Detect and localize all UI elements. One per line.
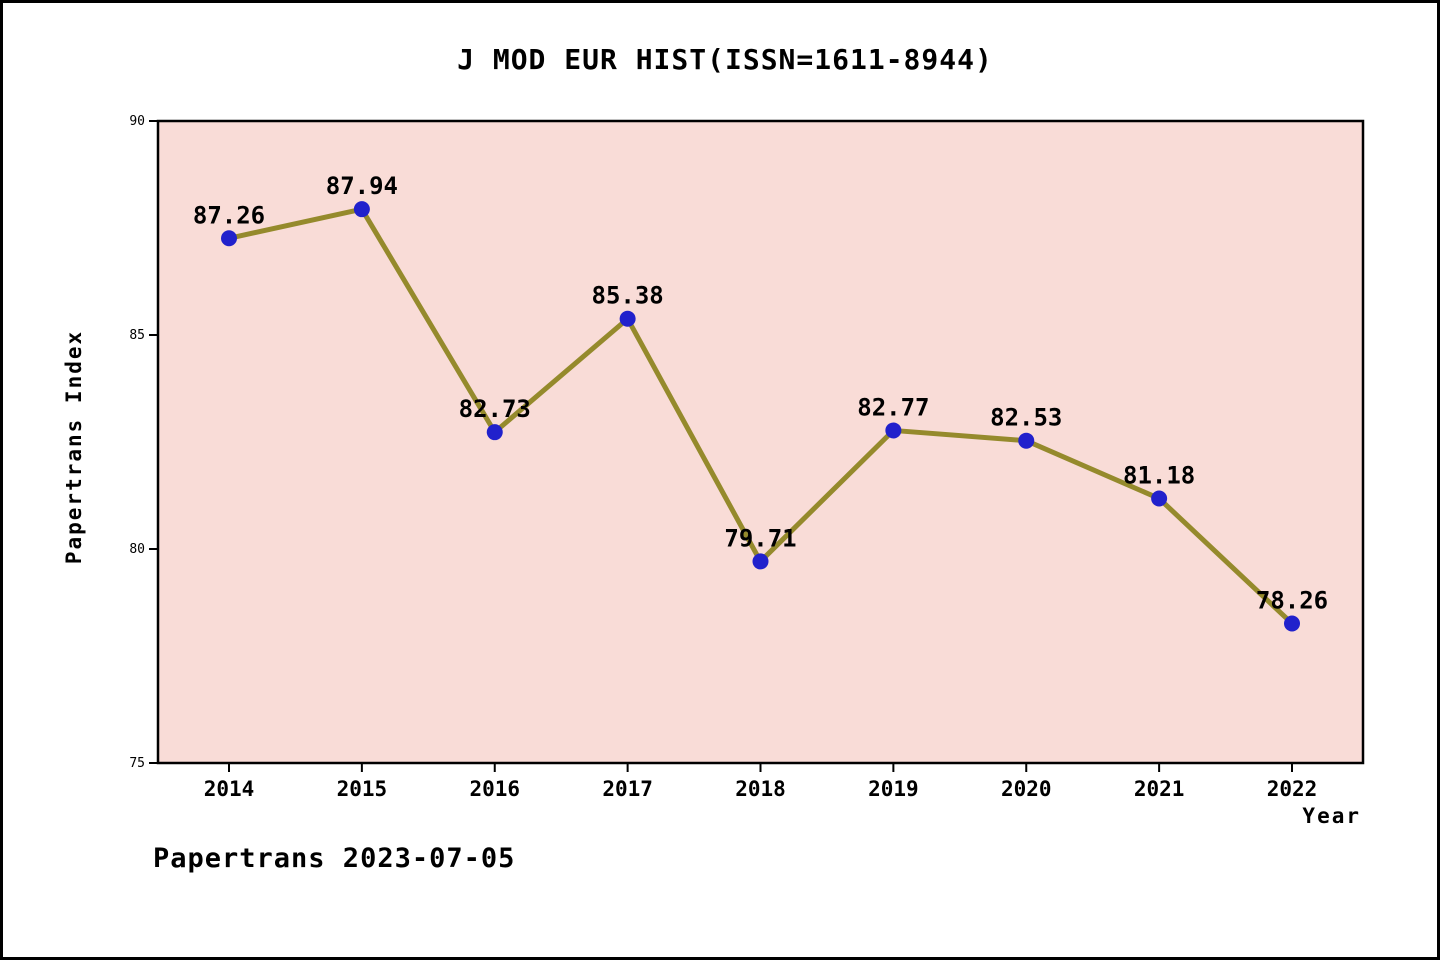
x-tick-label: 2016 bbox=[469, 777, 520, 801]
point-value-label: 87.94 bbox=[326, 172, 398, 200]
y-tick-label: 75 bbox=[129, 756, 145, 771]
plot-border bbox=[156, 119, 1365, 765]
point-value-label: 82.53 bbox=[990, 404, 1062, 432]
y-tick-label: 80 bbox=[129, 542, 145, 557]
chart-title: J MOD EUR HIST(ISSN=1611-8944) bbox=[457, 43, 993, 76]
x-tick-label: 2020 bbox=[1001, 777, 1052, 801]
data-point bbox=[221, 230, 237, 247]
x-axis-label: Year bbox=[1302, 804, 1361, 828]
footer-source-text: Papertrans 2023-07-05 bbox=[153, 843, 515, 874]
data-point bbox=[1151, 490, 1168, 507]
y-tick-label: 90 bbox=[129, 114, 145, 129]
data-point bbox=[885, 422, 902, 439]
axis-ticks: 75 80 85 90 2014 2015 2016 2017 2018 2019 2020 2021… bbox=[129, 114, 1317, 801]
point-value-label: 82.73 bbox=[459, 395, 531, 423]
point-value-label: 81.18 bbox=[1123, 461, 1195, 489]
data-point bbox=[619, 310, 636, 327]
point-value-label: 87.26 bbox=[193, 201, 265, 229]
data-point bbox=[353, 201, 370, 218]
x-tick-label: 2019 bbox=[868, 777, 919, 801]
data-point bbox=[486, 424, 503, 441]
point-value-label: 78.26 bbox=[1256, 586, 1328, 614]
data-point bbox=[752, 553, 769, 570]
data-series: 87.26 87.94 82.73 85.38 79.71 82.77 82.53 81.18… bbox=[193, 172, 1328, 632]
x-tick-label: 2022 bbox=[1267, 777, 1318, 801]
x-tick-label: 2021 bbox=[1134, 777, 1185, 801]
x-tick-label: 2018 bbox=[735, 777, 786, 801]
x-tick-label: 2017 bbox=[602, 777, 653, 801]
line-chart: J MOD EUR HIST(ISSN=1611-8944) 75 80 85 90 2… bbox=[62, 43, 1365, 874]
y-tick-label: 85 bbox=[129, 328, 145, 343]
data-point bbox=[1284, 615, 1300, 632]
point-value-label: 79.71 bbox=[724, 524, 796, 552]
point-value-label: 82.77 bbox=[857, 393, 929, 421]
point-value-label: 85.38 bbox=[592, 282, 664, 310]
x-tick-label: 2015 bbox=[337, 777, 388, 801]
x-tick-label: 2014 bbox=[204, 777, 255, 801]
data-point bbox=[1018, 432, 1035, 449]
plot-area bbox=[158, 121, 1363, 763]
y-axis-label: Papertrans Index bbox=[62, 330, 86, 564]
